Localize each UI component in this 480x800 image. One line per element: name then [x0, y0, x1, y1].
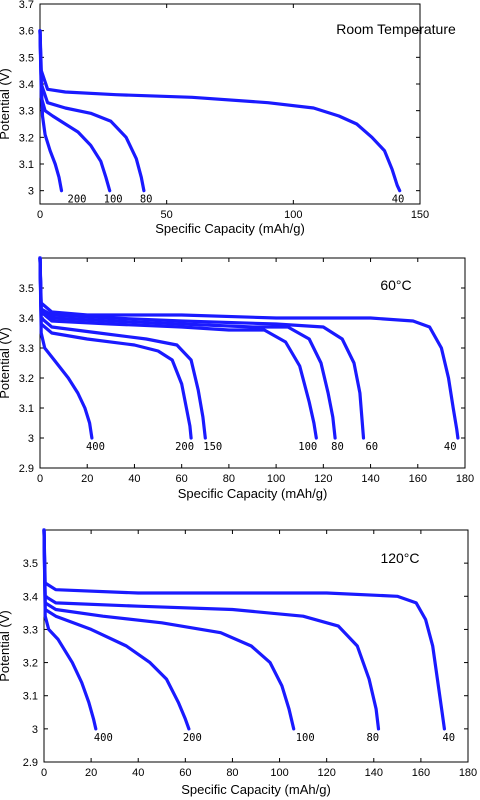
- x-tick-label: 100: [284, 209, 302, 221]
- series-line-200: [38, 29, 64, 193]
- series-label-40: 40: [444, 441, 457, 453]
- x-tick-label: 150: [411, 209, 429, 221]
- y-tick-label: 3.4: [23, 591, 38, 603]
- series-line-200: [42, 528, 191, 731]
- x-axis-title: Specific Capacity (mAh/g): [181, 782, 331, 797]
- y-tick-label: 3.2: [19, 132, 34, 144]
- y-tick-label: 3.6: [19, 26, 34, 38]
- series-label-80: 80: [366, 732, 379, 744]
- series-label-40: 40: [442, 732, 455, 744]
- series-line-40: [38, 29, 402, 193]
- y-tick-label: 2.9: [19, 463, 34, 475]
- series-label-150: 150: [203, 441, 222, 453]
- series-line-100: [38, 256, 318, 440]
- panel-title: Room Temperature: [336, 21, 456, 37]
- series-label-100: 100: [298, 441, 317, 453]
- series-label-200: 200: [175, 441, 194, 453]
- y-tick-label: 3.1: [19, 159, 34, 171]
- x-tick-label: 80: [223, 473, 235, 485]
- x-tick-label: 0: [37, 209, 43, 221]
- plot-frame: [39, 257, 466, 469]
- series-label-100: 100: [296, 732, 315, 744]
- x-tick-label: 40: [132, 767, 144, 779]
- series-label-400: 400: [94, 732, 113, 744]
- chart-panel-1: 0 50 100 150 3 3.1 3.2 3.3 3.4 3.5 3.6 3.7 Specific …: [0, 0, 456, 236]
- x-tick-label: 60: [176, 473, 188, 485]
- y-tick-label: 3.2: [19, 373, 34, 385]
- plot-frame: [39, 3, 421, 205]
- x-tick-label: 0: [37, 473, 43, 485]
- series-line-150: [38, 256, 207, 440]
- y-tick-label: 3.5: [19, 283, 34, 295]
- series-line-40: [38, 256, 460, 440]
- y-tick-label: 3.1: [23, 691, 38, 703]
- chart-panel-2: 0 20 40 60 80 100 120 140 160 180 2.9 3 3.1 3.2 3.3 3.4…: [0, 256, 474, 501]
- series-line-40: [42, 528, 446, 731]
- y-axis-title: Potential (V): [0, 610, 12, 682]
- y-axis-title: Potential (V): [0, 68, 12, 140]
- series-line-400: [42, 528, 98, 731]
- x-tick-label: 180: [459, 767, 477, 779]
- y-tick-label: 3.4: [19, 313, 34, 325]
- y-tick-label: 3.1: [19, 403, 34, 415]
- panel-title: 60°C: [380, 277, 411, 293]
- x-tick-label: 60: [179, 767, 191, 779]
- panel-title: 120°C: [380, 550, 419, 566]
- x-axis-title: Specific Capacity (mAh/g): [178, 486, 328, 501]
- y-tick-label: 3.5: [19, 52, 34, 64]
- x-tick-label: 20: [81, 473, 93, 485]
- series-line-60: [38, 256, 366, 440]
- series-line-80: [42, 528, 381, 731]
- x-tick-label: 140: [365, 767, 383, 779]
- series-line-400: [38, 256, 94, 440]
- x-axis-title: Specific Capacity (mAh/g): [155, 221, 305, 236]
- series-line-80: [38, 256, 337, 440]
- y-tick-label: 3.4: [19, 79, 34, 91]
- x-tick-label: 180: [456, 473, 474, 485]
- y-tick-label: 3.7: [19, 0, 34, 11]
- y-tick-label: 3: [28, 433, 34, 445]
- x-tick-label: 40: [128, 473, 140, 485]
- series-label-200: 200: [68, 194, 87, 206]
- y-tick-label: 3.3: [23, 624, 38, 636]
- y-tick-label: 3: [28, 186, 34, 198]
- series-label-400: 400: [86, 441, 105, 453]
- x-tick-label: 100: [267, 473, 285, 485]
- y-tick-label: 3: [32, 724, 38, 736]
- series-label-80: 80: [140, 194, 153, 206]
- x-tick-label: 120: [314, 473, 332, 485]
- y-tick-label: 3.2: [23, 658, 38, 670]
- series-label-200: 200: [183, 732, 202, 744]
- y-tick-label: 3.3: [19, 343, 34, 355]
- chart-panel-3: 0 20 40 60 80 100 120 140 160 180 2.9 3 3.1 3.2 3.3 3.4…: [0, 528, 477, 797]
- x-tick-label: 20: [85, 767, 97, 779]
- plot-frame: [43, 529, 469, 763]
- y-tick-label: 3.3: [19, 106, 34, 118]
- series-label-80: 80: [331, 441, 344, 453]
- series-label-40: 40: [392, 194, 405, 206]
- x-tick-label: 140: [361, 473, 379, 485]
- y-axis-title: Potential (V): [0, 327, 12, 399]
- x-tick-label: 80: [226, 767, 238, 779]
- x-tick-label: 50: [161, 209, 173, 221]
- series-label-100: 100: [104, 194, 123, 206]
- y-tick-label: 3.5: [23, 558, 38, 570]
- series-label-60: 60: [365, 441, 378, 453]
- series-line-80: [38, 29, 146, 193]
- x-tick-label: 120: [317, 767, 335, 779]
- x-tick-label: 100: [270, 767, 288, 779]
- series-line-100: [42, 528, 296, 731]
- x-tick-label: 0: [41, 767, 47, 779]
- y-tick-label: 2.9: [23, 757, 38, 769]
- x-tick-label: 160: [409, 473, 427, 485]
- series-line-100: [38, 29, 112, 193]
- x-tick-label: 160: [412, 767, 430, 779]
- series-line-200: [38, 256, 193, 440]
